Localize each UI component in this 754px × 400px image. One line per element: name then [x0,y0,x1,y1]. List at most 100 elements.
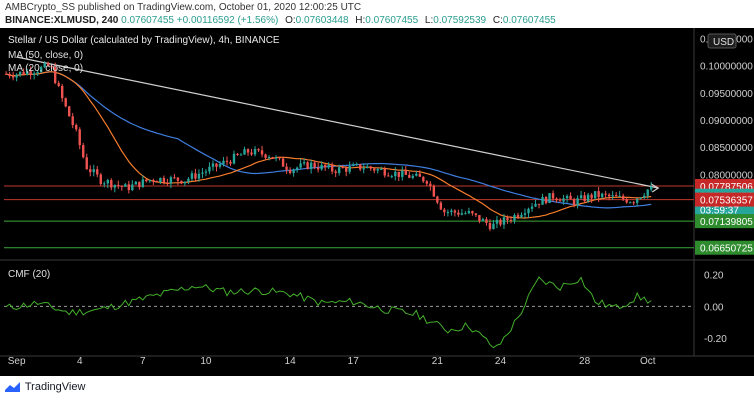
time-tick-label: 10 [200,356,212,367]
candle-body [337,167,341,173]
cmf-tick-label: -0.20 [704,334,727,345]
candle-body [306,162,309,169]
candle-body [530,206,534,209]
candle-body [18,71,22,75]
candle-body [411,175,415,178]
trend-line-arrow [650,183,660,193]
candle-body [274,157,278,159]
candle-body [288,169,292,174]
candle-body [250,152,253,155]
candle-body [201,172,204,174]
candle-body [348,166,351,172]
candle-body [267,156,271,158]
candle-body [600,193,604,198]
footer: TradingView [0,376,754,400]
candle-body [586,194,590,202]
candle-body [11,76,15,78]
close-label: C: [492,15,503,26]
candle-body [408,174,411,178]
price-tick-label: 0.09000000 [700,116,753,127]
symbol: BINANCE:XLMUSD, 240 [5,15,119,26]
candle-body [253,149,257,155]
candle-body [607,194,611,197]
candle-body [628,202,632,204]
candle-body [380,169,383,171]
candle-body [243,149,246,155]
candle-body [404,170,407,175]
candle-body [362,168,365,170]
ma50-line [5,71,652,209]
candle-body [632,202,635,204]
candle-body [593,191,597,199]
candle-body [376,169,379,171]
candle-body [46,63,50,66]
price-tick-label: 0.08000000 [700,170,753,181]
cmf-label: CMF (20) [8,269,50,280]
tradingview-icon [5,382,20,393]
candle-body [78,129,81,146]
candle-body [71,116,74,126]
candle-body [190,173,194,179]
candle-body [8,73,11,77]
candle-body [309,162,313,169]
candle-body [537,203,541,205]
price-change: +0.00116592 (+1.56%) [176,15,279,26]
candle-body [61,85,64,99]
cmf-tick-label: 0.00 [704,302,724,313]
candle-body [232,153,236,164]
candle-body [523,213,527,215]
candle-body [334,171,337,173]
candle-body [467,211,471,214]
candle-body [390,176,393,178]
candle-body [141,179,145,188]
chart-title: Stellar / US Dollar (calculated by Tradi… [8,35,280,46]
candle-body [457,212,460,215]
cmf-line [5,276,652,349]
candle-body [120,185,124,187]
candle-body [32,73,36,75]
candle-body [260,150,264,155]
tradingview-logo[interactable]: TradingView [4,381,85,393]
open-value: 0.07603448 [295,15,349,26]
candle-body [218,164,222,167]
candle-body [464,213,467,215]
trend-line [16,56,659,189]
candle-body [636,198,639,203]
candle-body [450,210,453,213]
candle-body [4,73,8,75]
candle-body [211,163,215,167]
time-tick-label: Sep [8,356,26,367]
candle-body [650,186,653,190]
candle-body [544,196,548,204]
candle-body [159,177,162,183]
candle-body [415,173,418,176]
chart-svg[interactable]: 0.105000000.100000000.095000000.09000000… [0,28,754,376]
candle-body [576,198,579,205]
candle-body [330,165,334,172]
candle-body [180,180,183,184]
candle-body [155,181,159,183]
candle-body [621,195,625,200]
time-tick-label: 24 [495,356,507,367]
price-mark-label: 0.07536357 [700,196,753,207]
candle-body [166,182,169,184]
candle-body [369,166,372,169]
low-label: L: [424,15,434,26]
candle-body [264,154,267,158]
candle-body [639,197,642,199]
chart-area[interactable]: 0.105000000.100000000.095000000.09000000… [0,28,754,376]
candle-body [57,83,60,86]
candle-body [281,158,285,167]
candle-body [302,162,306,164]
candle-body [355,164,358,166]
candle-body [471,211,474,214]
candle-body [366,166,369,169]
high-value: 0.07607455 [365,15,419,26]
candle-body [278,157,281,159]
candle-body [383,169,386,176]
candle-body [50,65,53,68]
candle-body [344,167,348,172]
close-value: 0.07607455 [502,15,556,26]
candle-body [187,178,190,182]
candle-body [110,180,113,188]
